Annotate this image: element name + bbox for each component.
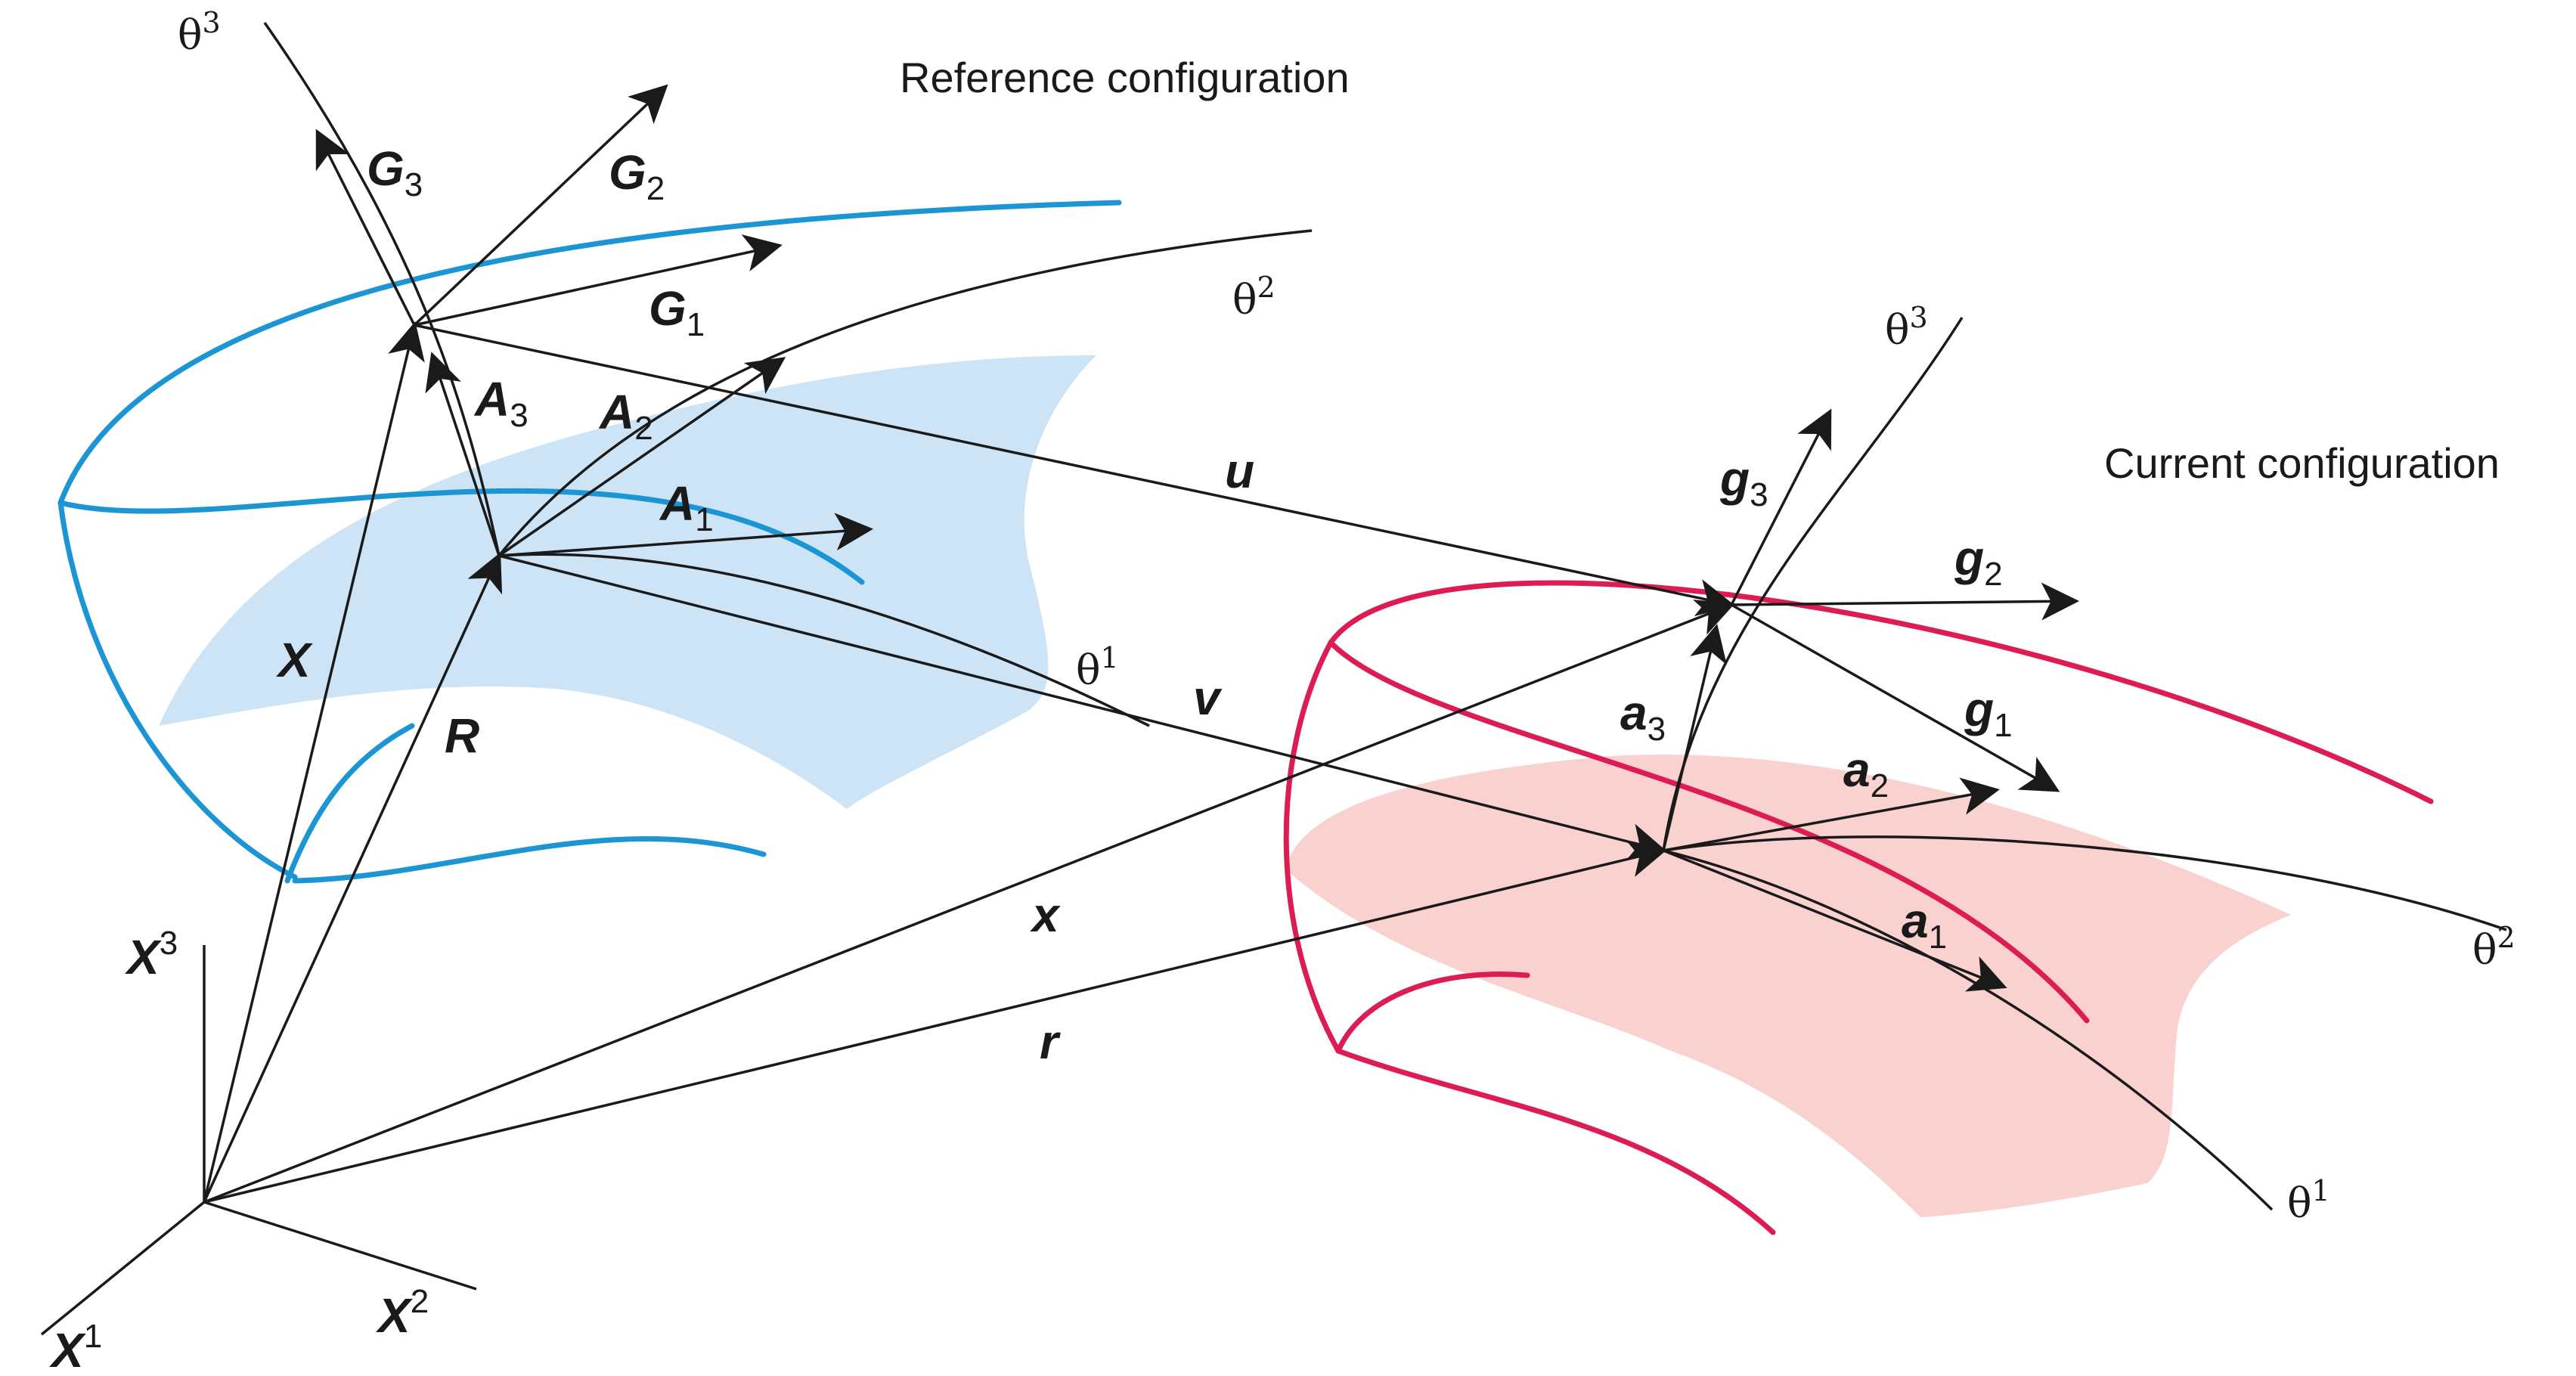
vector-G1 — [414, 234, 783, 327]
current-shell-outline — [1283, 580, 2434, 1235]
label-a2: a2 — [1843, 742, 1889, 804]
label-g3: g3 — [1719, 451, 1768, 513]
label-u: u — [1225, 444, 1254, 498]
vector-A3 — [425, 352, 501, 556]
vector-G3 — [315, 129, 416, 326]
vector-R — [203, 552, 503, 1203]
label-X3-axis: X3 — [125, 925, 178, 984]
reference-theta2-curve — [498, 229, 1313, 557]
label-g1: g1 — [1964, 682, 2013, 744]
displacement-vectors — [414, 324, 1735, 861]
reference-midsurface-patch — [159, 355, 1096, 809]
label-X2-axis: X2 — [376, 1283, 429, 1343]
position-vectors — [203, 321, 1735, 1204]
label-x: x — [1030, 888, 1061, 942]
label-theta3-reference: θ3 — [178, 6, 221, 59]
label-X1-axis: X1 — [49, 1318, 102, 1372]
reference-configuration-title: Reference configuration — [900, 54, 1350, 101]
global-axes — [40, 945, 477, 1336]
current-base-vectors — [1662, 408, 2079, 992]
label-theta1-current: θ1 — [2287, 1174, 2330, 1227]
label-theta2-current: θ2 — [2472, 921, 2516, 974]
label-G3: G3 — [367, 141, 423, 203]
current-theta2-curve — [1663, 835, 2507, 931]
vector-a2 — [1663, 777, 2000, 852]
current-midsurface-patch — [1285, 755, 2291, 1217]
vector-a1 — [1663, 849, 2007, 992]
vector-g1 — [1731, 603, 2060, 792]
label-a1: a1 — [1902, 894, 1947, 956]
label-r: r — [1040, 1015, 1061, 1069]
vector-g2 — [1731, 582, 2079, 621]
label-g2: g2 — [1954, 531, 2003, 593]
reference-theta1-curve — [498, 553, 1150, 727]
vector-x — [203, 600, 1735, 1204]
label-G2: G2 — [609, 145, 665, 207]
label-A1: A1 — [659, 476, 714, 538]
vector-a3 — [1662, 624, 1727, 851]
label-a3: a3 — [1620, 686, 1666, 748]
vector-r — [203, 840, 1667, 1204]
reference-shell-outline — [57, 200, 1122, 884]
label-G1: G1 — [649, 281, 705, 343]
label-theta1-reference: θ1 — [1076, 641, 1119, 694]
vector-A2 — [498, 357, 786, 557]
vector-v — [498, 554, 1667, 861]
label-v: v — [1193, 671, 1223, 725]
current-theta1-curve — [1663, 849, 2274, 1211]
label-theta3-current: θ3 — [1885, 301, 1928, 354]
vector-G2 — [413, 84, 668, 327]
vector-X — [203, 321, 425, 1203]
label-X: X — [276, 633, 313, 687]
reference-base-vectors — [315, 84, 873, 557]
label-theta2-reference: θ2 — [1232, 271, 1276, 324]
vector-u — [414, 324, 1735, 617]
current-configuration-title: Current configuration — [2104, 439, 2500, 487]
vector-g3 — [1730, 408, 1832, 606]
label-A2: A2 — [598, 385, 653, 447]
label-R: R — [445, 708, 479, 763]
label-A3: A3 — [473, 372, 529, 434]
vector-A1 — [498, 513, 873, 557]
